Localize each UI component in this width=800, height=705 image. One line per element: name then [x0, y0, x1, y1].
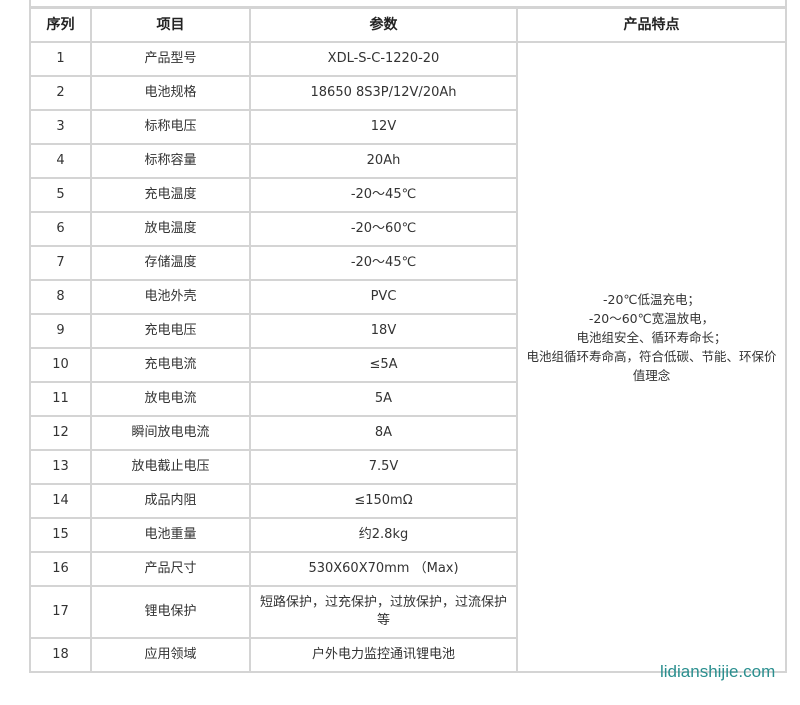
table-row: 2 电池规格 18650 8S3P/12V/20Ah — [29, 75, 786, 111]
feature-line: 电池组循环寿命高，符合低碳、节能、环保价值理念 — [526, 348, 777, 383]
cell-item: 锂电保护 — [90, 585, 251, 639]
table-row: 9 充电电压 18V — [29, 313, 786, 349]
cell-no: 14 — [29, 483, 92, 519]
cell-item: 产品型号 — [90, 41, 251, 77]
cell-item: 标称容量 — [90, 143, 251, 179]
cell-value: ≤150mΩ — [249, 483, 518, 519]
cell-item: 瞬间放电电流 — [90, 415, 251, 451]
cell-no: 2 — [29, 75, 92, 111]
table-row: 4 标称容量 20Ah — [29, 143, 786, 179]
cell-value: 20Ah — [249, 143, 518, 179]
cell-no: 3 — [29, 109, 92, 145]
cell-no: 7 — [29, 245, 92, 281]
table-header-row: 序列 项目 参数 产品特点 — [29, 7, 787, 43]
cell-item: 存储温度 — [90, 245, 251, 281]
cell-item: 电池重量 — [90, 517, 251, 553]
cell-item: 充电电流 — [90, 347, 251, 383]
cell-no: 1 — [29, 41, 92, 77]
cell-no: 15 — [29, 517, 92, 553]
cell-item: 标称电压 — [90, 109, 251, 145]
table-row: 12 瞬间放电电流 8A — [29, 415, 786, 451]
table-row: 14 成品内阻 ≤150mΩ — [29, 483, 786, 519]
table-row: 5 充电温度 -20～45℃ — [29, 177, 786, 213]
cell-value: 短路保护，过充保护，过放保护，过流保护等 — [249, 585, 518, 639]
watermark: lidianshijie.com — [660, 662, 776, 681]
table-row: 3 标称电压 12V — [29, 109, 786, 145]
cell-no: 4 — [29, 143, 92, 179]
cell-no: 6 — [29, 211, 92, 247]
cell-no: 10 — [29, 347, 92, 383]
cell-value: 约2.8kg — [249, 517, 518, 553]
cell-value: -20～60℃ — [249, 211, 518, 247]
cell-no: 9 — [29, 313, 92, 349]
cell-item: 电池外壳 — [90, 279, 251, 315]
cell-item: 应用领域 — [90, 637, 251, 673]
header-index: 序列 — [29, 7, 92, 43]
spec-table: 序列 项目 参数 产品特点 1 产品型号 XDL-S-C-1220-20 -20℃低温… — [29, 7, 787, 673]
table-row: 15 电池重量 约2.8kg — [29, 517, 786, 553]
cell-no: 13 — [29, 449, 92, 485]
header-features: 产品特点 — [516, 7, 787, 43]
header-item: 项目 — [90, 7, 251, 43]
cell-value: 18650 8S3P/12V/20Ah — [249, 75, 518, 111]
table-row: 16 产品尺寸 530X60X70mm （Max) — [29, 551, 786, 587]
table-row: 11 放电电流 5A — [29, 381, 786, 417]
feature-line: 电池组安全、循环寿命长； — [576, 329, 727, 345]
cell-value: 8A — [249, 415, 518, 451]
table-row: 8 电池外壳 PVC — [29, 279, 786, 315]
table-row: 7 存储温度 -20～45℃ — [29, 245, 786, 281]
cell-item: 产品尺寸 — [90, 551, 251, 587]
cell-item: 充电电压 — [90, 313, 251, 349]
feature-line: -20～60℃宽温放电， — [588, 310, 715, 326]
cell-value: 户外电力监控通讯锂电池 — [249, 637, 518, 673]
cell-item: 充电温度 — [90, 177, 251, 213]
features-cell: -20℃低温充电； -20～60℃宽温放电， 电池组安全、循环寿命长； 电池组循环寿命… — [516, 41, 787, 673]
table-row: 1 产品型号 XDL-S-C-1220-20 -20℃低温充电； -20～60℃宽温放电… — [29, 41, 787, 673]
cell-no: 17 — [29, 585, 92, 639]
table-row: 10 充电电流 ≤5A — [29, 347, 786, 383]
cell-no: 8 — [29, 279, 92, 315]
cell-value: -20～45℃ — [249, 177, 518, 213]
cell-no: 11 — [29, 381, 92, 417]
cell-no: 12 — [29, 415, 92, 451]
table-row: 18 应用领域 户外电力监控通讯锂电池 — [29, 637, 786, 673]
cell-value: PVC — [249, 279, 518, 315]
cell-item: 放电电流 — [90, 381, 251, 417]
cell-value: -20～45℃ — [249, 245, 518, 281]
cell-value: ≤5A — [249, 347, 518, 383]
cell-no: 18 — [29, 637, 92, 673]
table-top-border — [29, 0, 787, 8]
cell-item: 放电温度 — [90, 211, 251, 247]
cell-item: 放电截止电压 — [90, 449, 251, 485]
cell-value: 7.5V — [249, 449, 518, 485]
feature-line: -20℃低温充电； — [603, 291, 700, 307]
table-row: 13 放电截止电压 7.5V — [29, 449, 786, 485]
header-param: 参数 — [249, 7, 518, 43]
table-row: 17 锂电保护 短路保护，过充保护，过放保护，过流保护等 — [29, 585, 786, 639]
cell-value: 530X60X70mm （Max) — [249, 551, 518, 587]
cell-value: 5A — [249, 381, 518, 417]
cell-item: 电池规格 — [90, 75, 251, 111]
cell-no: 16 — [29, 551, 92, 587]
cell-item: 成品内阻 — [90, 483, 251, 519]
cell-value: 18V — [249, 313, 518, 349]
cell-value: 12V — [249, 109, 518, 145]
cell-value: XDL-S-C-1220-20 — [249, 41, 518, 77]
cell-no: 5 — [29, 177, 92, 213]
table-row: 6 放电温度 -20～60℃ — [29, 211, 786, 247]
